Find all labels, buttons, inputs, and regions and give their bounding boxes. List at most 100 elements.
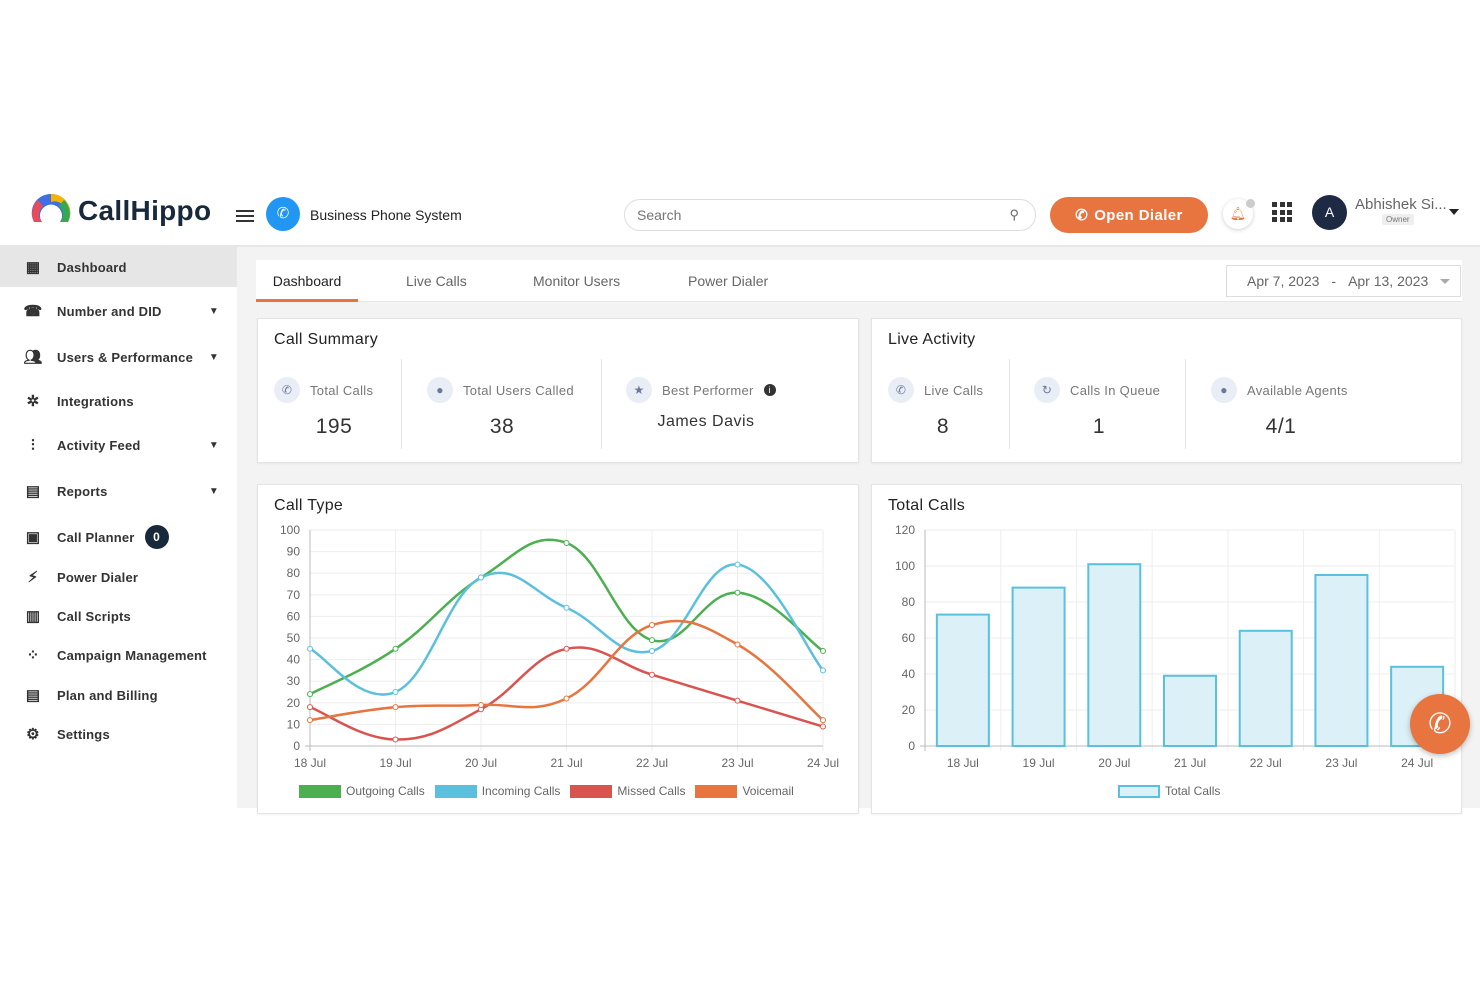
sidebar-item-label: Users & Performance: [57, 349, 194, 365]
y-tick-label: 0: [908, 739, 915, 753]
sidebar-item-power-dialer[interactable]: ⚡︎ Power Dialer: [0, 557, 237, 597]
data-point: [734, 641, 741, 648]
sidebar-item-label: Campaign Management: [57, 647, 207, 663]
stat-total-calls: ✆ Total Calls 195: [274, 377, 394, 439]
top-header: CallHippo ✆ Business Phone System ⚲ ✆ Ope…: [0, 180, 1480, 247]
date-range-picker[interactable]: Apr 7, 2023- Apr 13, 2023: [1226, 265, 1461, 297]
chevron-down-icon[interactable]: ▼: [208, 439, 219, 451]
sidebar-item-label: Dashboard: [57, 259, 127, 275]
card-title: Call Summary: [274, 331, 379, 348]
stat-label: Calls In Queue: [1070, 382, 1161, 398]
x-tick-label: 24 Jul: [1401, 756, 1433, 770]
callhippo-logo[interactable]: CallHippo: [30, 192, 211, 230]
sidebar-item-integrations[interactable]: ✲ Integrations: [0, 381, 237, 421]
integrations-icon: ✲: [26, 393, 40, 410]
user-name[interactable]: Abhishek Si...: [1355, 196, 1447, 213]
floating-call-button[interactable]: ✆: [1410, 694, 1470, 754]
date-separator: -: [1331, 273, 1337, 289]
total-calls-legend: Total Calls: [1108, 784, 1220, 798]
hamburger-menu-icon[interactable]: [236, 210, 254, 222]
data-point: [563, 539, 570, 546]
x-tick-label: 21 Jul: [550, 756, 582, 770]
data-point: [734, 561, 741, 568]
data-point: [649, 622, 655, 629]
sidebar-item-settings[interactable]: ⚙ Settings: [0, 714, 237, 754]
apps-grid-icon[interactable]: [1272, 202, 1292, 222]
notification-bell-icon[interactable]: 🔔︎: [1223, 199, 1255, 229]
legend-label[interactable]: Total Calls: [1165, 784, 1221, 798]
stat-label: Best Performer: [662, 382, 754, 398]
chevron-down-icon[interactable]: ▼: [208, 485, 219, 497]
stat-best-performer: ★ Best Performer i James Davis: [626, 377, 786, 431]
x-tick-label: 20 Jul: [465, 756, 497, 770]
chevron-down-icon[interactable]: ▼: [208, 351, 219, 363]
tab-live-calls[interactable]: Live Calls: [406, 273, 467, 289]
calendar-icon: ▣: [25, 529, 41, 546]
date-end: Apr 13, 2023: [1348, 273, 1429, 289]
data-point: [820, 723, 826, 730]
bar: [1011, 586, 1066, 747]
stat-calls-in-queue: ↻ Calls In Queue 1: [1034, 377, 1164, 439]
legend-swatch[interactable]: [299, 784, 341, 798]
sidebar-item-label: Activity Feed: [57, 437, 141, 453]
bar: [1314, 574, 1369, 747]
stat-value: 8: [936, 415, 950, 438]
sidebar-item-number-and-did[interactable]: ☎ Number and DID ▼: [0, 291, 237, 331]
star-icon: ★: [626, 377, 652, 403]
sidebar-item-activity-feed[interactable]: ⫶ Activity Feed ▼: [0, 425, 237, 465]
y-tick-label: 10: [287, 717, 301, 731]
avatar[interactable]: A: [1312, 195, 1347, 230]
sidebar-item-users-performance[interactable]: 👥︎ Users & Performance ▼: [0, 337, 237, 377]
stat-value: 195: [315, 415, 353, 438]
workspace-name[interactable]: Business Phone System: [310, 207, 462, 223]
legend-label[interactable]: Missed Calls: [617, 784, 686, 798]
legend-swatch[interactable]: [570, 784, 613, 798]
sidebar-item-label: Call Scripts: [57, 608, 131, 624]
phone-icon: ✆: [274, 377, 300, 403]
chevron-down-icon[interactable]: ▼: [208, 305, 219, 317]
search-input[interactable]: [637, 207, 977, 223]
tab-power-dialer[interactable]: Power Dialer: [688, 273, 769, 289]
legend-swatch[interactable]: [434, 784, 477, 798]
dashboard-icon: ▦: [25, 259, 41, 276]
sidebar-item-plan-and-billing[interactable]: ▤ Plan and Billing: [0, 675, 237, 715]
sidebar-item-reports[interactable]: ▤ Reports ▼: [0, 471, 237, 511]
chevron-down-icon: [1440, 278, 1451, 284]
x-tick-label: 18 Jul: [947, 756, 979, 770]
search-icon[interactable]: ⚲: [1009, 207, 1019, 222]
y-tick-label: 0: [293, 739, 300, 753]
user-menu-caret-icon[interactable]: [1449, 209, 1459, 215]
y-tick-label: 60: [287, 609, 301, 623]
legend-label[interactable]: Incoming Calls: [481, 784, 561, 798]
logo-icon: [31, 193, 71, 222]
open-dialer-button[interactable]: ✆ Open Dialer: [1050, 197, 1208, 233]
sidebar-item-call-scripts[interactable]: ▥ Call Scripts: [0, 596, 237, 636]
info-icon[interactable]: i: [763, 384, 776, 396]
legend-swatch[interactable]: [695, 784, 738, 798]
legend-swatch[interactable]: [1118, 784, 1160, 798]
x-tick-label: 22 Jul: [636, 756, 668, 770]
data-point: [307, 645, 313, 652]
tab-dashboard[interactable]: Dashboard: [256, 260, 358, 302]
stat-value: James Davis: [657, 413, 755, 430]
y-tick-label: 80: [287, 566, 301, 580]
x-tick-label: 23 Jul: [1325, 756, 1357, 770]
tab-monitor-users[interactable]: Monitor Users: [533, 273, 621, 289]
data-point: [649, 637, 655, 644]
legend-label[interactable]: Voicemail: [742, 784, 794, 798]
sidebar-item-campaign-management[interactable]: ⁘ Campaign Management: [0, 635, 237, 675]
x-tick-label: 23 Jul: [721, 756, 753, 770]
sidebar-item-call-planner[interactable]: ▣ Call Planner 0: [0, 517, 237, 557]
sidebar-item-label: Power Dialer: [57, 569, 139, 585]
report-icon: ▤: [25, 483, 41, 500]
legend-label[interactable]: Outgoing Calls: [346, 784, 425, 798]
search-box[interactable]: ⚲: [624, 199, 1036, 231]
sidebar-item-dashboard[interactable]: ▦ Dashboard: [0, 247, 237, 287]
y-tick-label: 80: [902, 595, 916, 609]
data-point: [307, 717, 313, 724]
call-planner-badge: 0: [144, 525, 169, 549]
workspace-phone-icon: ✆: [266, 197, 300, 231]
stat-label: Total Users Called: [463, 382, 574, 398]
sidebar: ▦ Dashboard ☎ Number and DID ▼ 👥︎ Users & Perf…: [0, 247, 237, 808]
